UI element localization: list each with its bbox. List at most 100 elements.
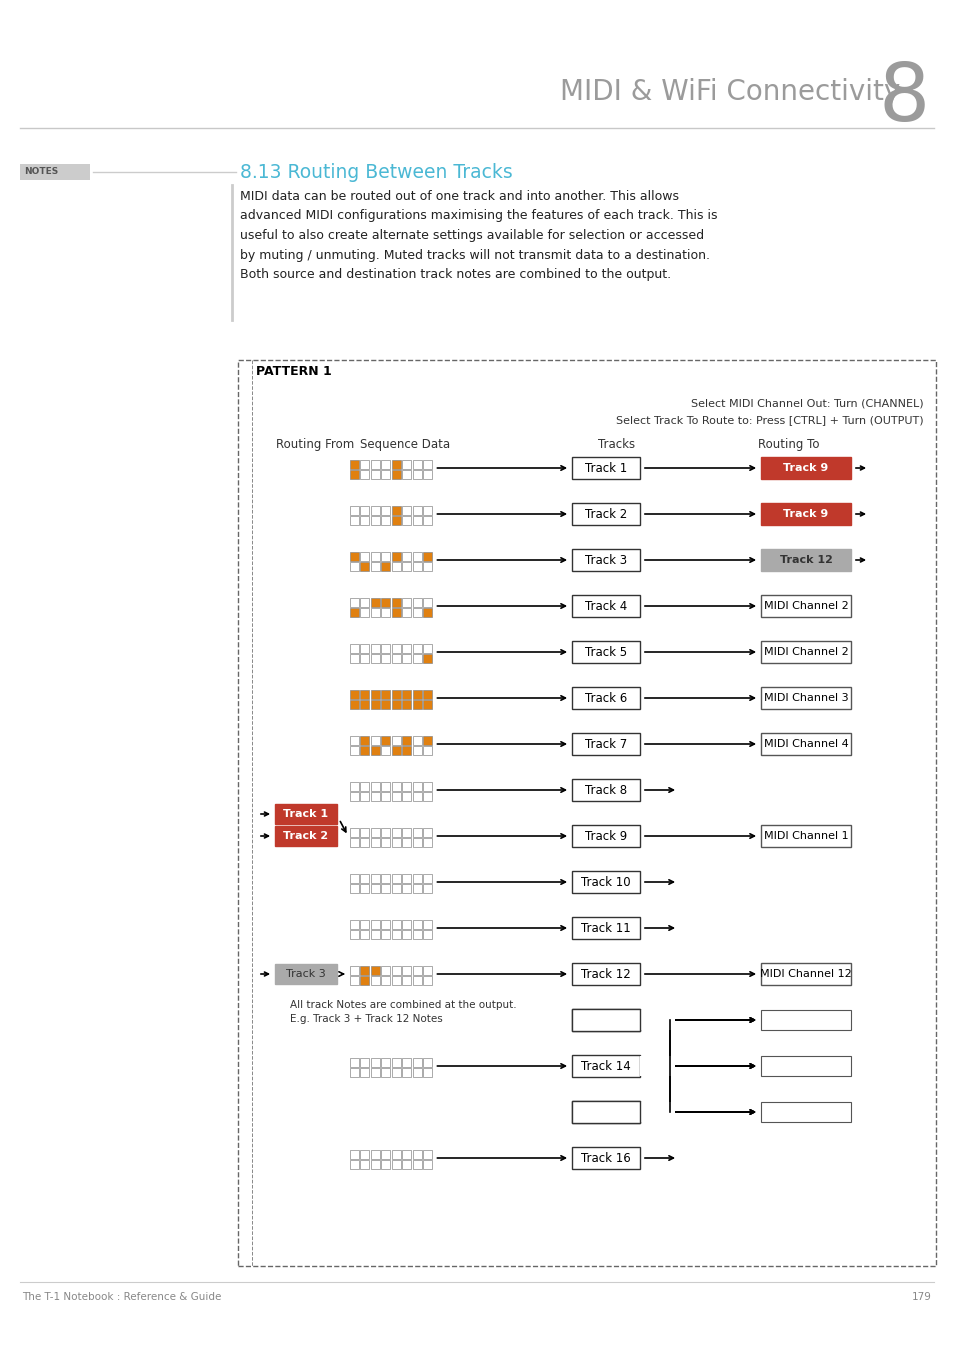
Bar (402, 919, 411, 929)
Bar (371, 562, 379, 571)
Bar (413, 644, 421, 652)
Bar (423, 884, 432, 892)
Text: Track 5: Track 5 (584, 645, 626, 659)
Bar (392, 976, 400, 986)
Bar (402, 701, 411, 709)
Bar (371, 552, 379, 560)
Bar (760, 1102, 850, 1122)
Text: E.g. Track 3 + Track 12 Notes: E.g. Track 3 + Track 12 Notes (290, 1014, 442, 1025)
Bar (371, 736, 379, 744)
Bar (413, 838, 421, 846)
Bar (423, 838, 432, 846)
Bar (360, 598, 369, 606)
Bar (402, 976, 411, 986)
Bar (360, 552, 369, 560)
Bar (360, 828, 369, 837)
Bar (371, 608, 379, 617)
Bar (381, 782, 390, 791)
Bar (360, 792, 369, 801)
Bar (350, 644, 358, 652)
Bar (381, 701, 390, 709)
Bar (423, 644, 432, 652)
Bar (413, 747, 421, 755)
Bar (350, 919, 358, 929)
Bar (402, 884, 411, 892)
Bar (392, 653, 400, 663)
Text: MIDI Channel 2: MIDI Channel 2 (762, 601, 847, 612)
Text: Track 6: Track 6 (584, 691, 626, 705)
Bar (402, 1160, 411, 1169)
Bar (371, 747, 379, 755)
Bar (350, 1160, 358, 1169)
Bar (760, 1010, 850, 1030)
Text: Track 14: Track 14 (580, 1060, 630, 1072)
Text: MIDI Channel 12: MIDI Channel 12 (760, 969, 851, 979)
Text: useful to also create alternate settings available for selection or accessed: useful to also create alternate settings… (240, 230, 703, 242)
Bar (381, 459, 390, 468)
Bar (360, 782, 369, 791)
Bar (402, 828, 411, 837)
Bar (423, 701, 432, 709)
Bar (371, 919, 379, 929)
Bar (413, 598, 421, 606)
Bar (381, 884, 390, 892)
Bar (381, 690, 390, 698)
Bar (572, 641, 639, 663)
Bar (360, 608, 369, 617)
Bar (572, 825, 639, 846)
Text: MIDI Channel 15: MIDI Channel 15 (760, 1107, 851, 1116)
Bar (392, 782, 400, 791)
Text: MIDI Channel 13: MIDI Channel 13 (760, 1015, 851, 1025)
Text: Track 3: Track 3 (286, 969, 326, 979)
Bar (760, 825, 850, 846)
Bar (402, 873, 411, 883)
Text: Track 8: Track 8 (584, 783, 626, 796)
Text: 8: 8 (878, 59, 929, 138)
Bar (360, 1068, 369, 1077)
Bar (423, 828, 432, 837)
Bar (381, 976, 390, 986)
Bar (572, 1102, 639, 1123)
Bar (413, 919, 421, 929)
Bar (392, 736, 400, 744)
Bar (381, 838, 390, 846)
Bar (402, 782, 411, 791)
Bar (371, 976, 379, 986)
Bar (423, 598, 432, 606)
Bar (392, 459, 400, 468)
Bar (572, 687, 639, 709)
Bar (402, 690, 411, 698)
Text: Select MIDI Channel Out: Turn (CHANNEL): Select MIDI Channel Out: Turn (CHANNEL) (691, 398, 923, 408)
Text: The T-1 Notebook : Reference & Guide: The T-1 Notebook : Reference & Guide (22, 1292, 221, 1301)
Text: Track 7: Track 7 (584, 737, 626, 751)
Bar (402, 965, 411, 975)
Bar (350, 516, 358, 525)
Text: Track 9: Track 9 (584, 829, 626, 842)
Bar (350, 1149, 358, 1158)
Text: MIDI Channel 14: MIDI Channel 14 (760, 1061, 850, 1071)
Text: Select Track To Route to: Press [CTRL] + Turn (OUTPUT): Select Track To Route to: Press [CTRL] +… (616, 414, 923, 425)
Text: Tracks: Tracks (598, 437, 635, 451)
Bar (392, 838, 400, 846)
Text: Sequence Data: Sequence Data (359, 437, 450, 451)
Bar (360, 965, 369, 975)
Bar (413, 792, 421, 801)
Bar (413, 653, 421, 663)
Bar (760, 1008, 850, 1031)
Bar (402, 516, 411, 525)
Bar (572, 1102, 639, 1123)
Text: Track 9: Track 9 (782, 463, 828, 472)
Bar (392, 965, 400, 975)
Bar (413, 976, 421, 986)
Bar (371, 1160, 379, 1169)
Bar (392, 562, 400, 571)
Bar (402, 838, 411, 846)
Bar (402, 747, 411, 755)
Bar (350, 976, 358, 986)
Bar (423, 690, 432, 698)
Bar (371, 828, 379, 837)
Bar (360, 470, 369, 479)
Text: by muting / unmuting. Muted tracks will not transmit data to a destination.: by muting / unmuting. Muted tracks will … (240, 248, 709, 262)
Bar (381, 562, 390, 571)
Bar (413, 930, 421, 940)
